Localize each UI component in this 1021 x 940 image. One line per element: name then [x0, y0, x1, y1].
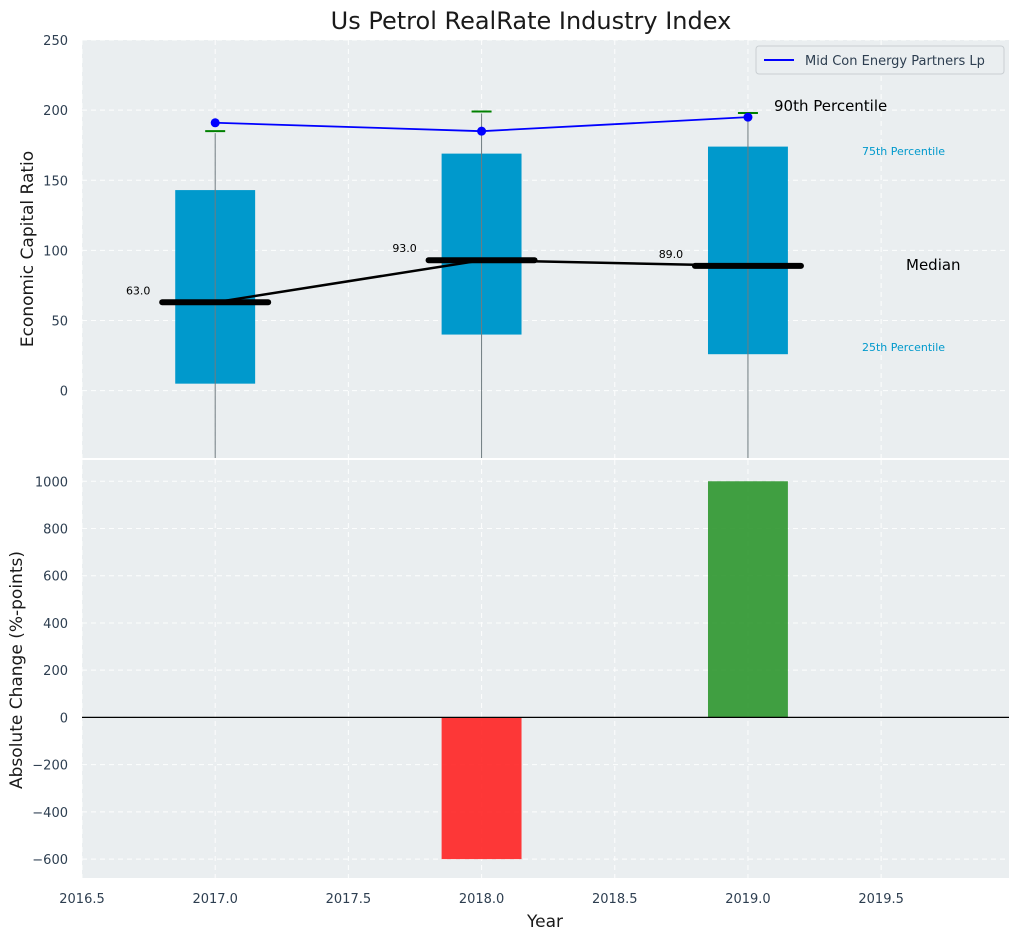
- bottom-y-tick-label: 600: [43, 570, 68, 585]
- annotation-90th-percentile: 90th Percentile: [774, 97, 887, 115]
- annotation-75th-percentile: 75th Percentile: [862, 145, 945, 158]
- bottom-panel: −600 −400 −200 0 200 400 600 800 1000 Absolute C…: [7, 460, 1009, 878]
- chart-title: Us Petrol RealRate Industry Index: [331, 7, 732, 35]
- bottom-y-tick-label: 1000: [35, 475, 68, 490]
- median-value-label: 63.0: [126, 284, 151, 297]
- top-y-tick-label: 100: [43, 244, 68, 259]
- top-panel: 0 50 100 150 200 250 Economic Capital Ratio 6…: [18, 34, 1009, 458]
- bottom-y-axis-label: Absolute Change (%-points): [7, 551, 27, 789]
- x-tick-label: 2018.0: [459, 892, 505, 907]
- top-y-tick-label: 250: [43, 34, 68, 49]
- company-series-point: [743, 112, 753, 122]
- top-y-ticks: 0 50 100 150 200 250: [43, 34, 68, 400]
- bottom-y-tick-label: 200: [43, 664, 68, 679]
- legend-box: [755, 45, 1005, 75]
- bottom-marks: [82, 481, 1009, 860]
- median-value-label: 89.0: [659, 248, 684, 261]
- bottom-y-tick-label: 0: [60, 711, 68, 726]
- bottom-y-tick-label: 400: [43, 617, 68, 632]
- top-y-tick-label: 200: [43, 104, 68, 119]
- annotation-median: Median: [906, 256, 961, 274]
- top-marks: 63.0 93.0 89.0: [126, 110, 804, 458]
- x-tick-label: 2017.5: [326, 892, 372, 907]
- company-series-point: [477, 126, 487, 136]
- bottom-y-tick-label: 800: [43, 522, 68, 537]
- company-series-point: [210, 118, 220, 128]
- change-bar: [441, 717, 522, 860]
- x-ticks: 2016.5 2017.0 2017.5 2018.0 2018.5 2019.0 2019…: [59, 892, 904, 907]
- top-y-axis-label: Economic Capital Ratio: [18, 151, 38, 347]
- median-value-label: 93.0: [392, 242, 417, 255]
- bottom-y-tick-label: −600: [32, 853, 68, 868]
- change-bar: [707, 481, 788, 718]
- x-tick-label: 2017.0: [192, 892, 238, 907]
- x-axis-label: Year: [526, 912, 563, 932]
- bottom-y-ticks: −600 −400 −200 0 200 400 600 800 1000: [32, 475, 68, 868]
- annotation-25th-percentile: 25th Percentile: [862, 341, 945, 354]
- legend: Mid Con Energy Partners Lp: [755, 45, 1005, 75]
- bottom-y-tick-label: −200: [32, 759, 68, 774]
- top-y-tick-label: 0: [60, 385, 68, 400]
- x-tick-label: 2019.0: [725, 892, 771, 907]
- top-y-tick-label: 50: [51, 315, 68, 330]
- top-y-tick-label: 150: [43, 174, 68, 189]
- bottom-plot-area: [82, 460, 1009, 878]
- x-tick-label: 2018.5: [592, 892, 638, 907]
- x-tick-label: 2016.5: [59, 892, 105, 907]
- bottom-y-tick-label: −400: [32, 806, 68, 821]
- legend-label: Mid Con Energy Partners Lp: [805, 54, 985, 69]
- x-tick-label: 2019.5: [858, 892, 904, 907]
